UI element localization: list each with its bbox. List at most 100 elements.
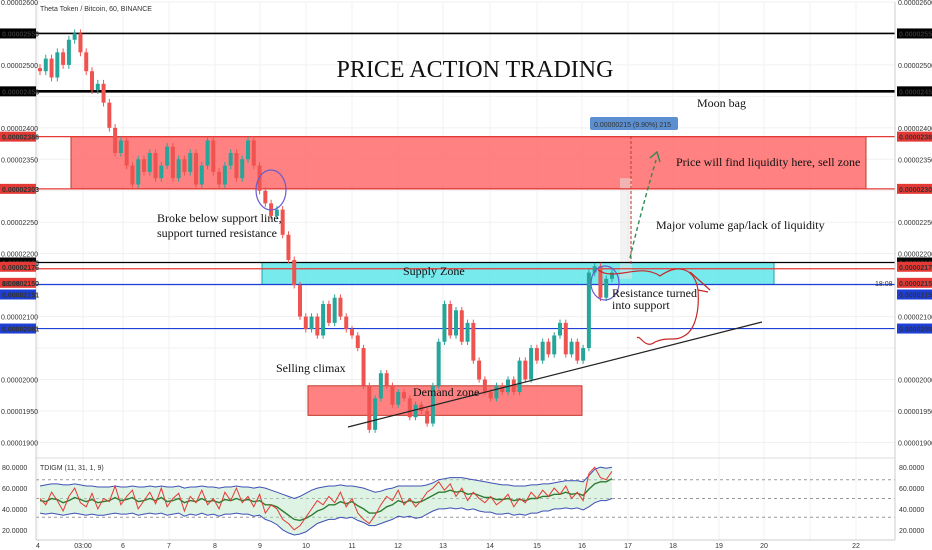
left-badge: 0.00002081 [2,327,39,334]
right-badge-bg [897,261,932,272]
candle-body [558,322,562,336]
candles [38,29,614,433]
y-tick-label-left: 0.00002000 [1,378,38,385]
candle-body [540,341,545,361]
candle-body [298,285,302,317]
left-badge-bg [0,183,36,194]
y-tick-label-left: 0.00002250 [1,220,38,227]
y-tick-label-right: 0.00001950 [898,409,932,416]
candle-body [136,159,141,185]
candle-body [274,209,279,216]
candle-body [194,153,198,185]
annotation: Broke below support line, [157,211,282,225]
left-badge: 0.00002386 [2,135,39,142]
right-badge: 0.00002303 [899,187,932,194]
right-badge-bg [897,277,932,288]
candle-body [442,304,447,342]
right-badge: 0.00002150 [899,281,932,288]
osc-right-tick: 40.0000 [899,507,924,514]
y-tick-label-left: 0.00001950 [1,409,38,416]
candle-body [315,316,320,336]
candle-body [55,52,60,78]
right-badge: 0.00002550 [899,31,932,38]
x-tick-label: 16 [578,543,586,550]
zone-demand [307,385,583,416]
osc-left-tick: 40.0000 [2,507,27,514]
candle-body [66,39,71,65]
candle-body [176,159,181,179]
right-badge-bg [897,131,932,142]
x-tick-label: 03:00 [74,543,92,550]
right-badge: 0.00002176 [899,265,932,272]
price-badges: 0.00002550 0.00002458 0.00002386 0.00002303… [0,28,932,334]
candle-body [407,398,412,418]
candle-body [222,165,227,185]
candle-body [309,316,314,330]
candle-body [344,316,349,330]
osc-left-tick: 60.0000 [2,486,27,493]
y-tick-label-left: 0.00001900 [1,440,38,447]
osc-rsi [39,466,613,531]
candle-body [384,373,389,386]
candle-body [390,385,395,405]
y-tick-label-right: 0.00002000 [898,378,932,385]
osc-right-tick: 20.0000 [899,528,924,535]
right-badge-bg [897,183,932,194]
measure-box [620,178,632,279]
candle-body [240,159,245,179]
x-tick-label: 7 [167,543,171,550]
candle-body [101,83,106,103]
candle-body [217,171,222,185]
right-badge-bg [897,86,932,97]
candle-body [228,153,233,166]
candle-body [454,310,458,336]
candle-body [604,278,609,298]
candle-body [355,335,360,349]
trendline [347,321,763,428]
osc-title: TDIGM (11, 31, 1, 9) [40,465,104,472]
candle-body [482,379,487,393]
candle-body [534,348,539,361]
x-tick-label: 10 [302,543,310,550]
annotations: Theta Token / Bitcoin, 60, BINANCE PRICE … [40,6,860,399]
candle-body [38,68,42,72]
horizontal-price-lines [36,32,895,330]
candle-body [598,266,603,298]
candle-body [367,385,372,430]
candle-body [459,310,464,342]
left-badge: 0.00002150 [2,281,39,288]
candle-body [84,52,89,72]
x-tick-label: 20 [760,543,768,550]
candle-body [165,146,170,166]
projection-arrow [629,159,657,259]
x-tick-label: 14 [486,543,494,550]
y-tick-label-right: 0.00002500 [898,63,932,70]
candle-body [413,404,418,418]
zone-supply [261,261,775,285]
left-badge: 0.00002303 [2,187,39,194]
candle-body [500,385,505,393]
osc-right-tick: 60.0000 [899,486,924,493]
candle-body [326,304,331,323]
left-badge: 0.00002458 [2,89,39,96]
y-tick-label-left: 0.00002350 [1,157,38,164]
measure-label: 0.00000215 (9.90%) 215 [594,122,671,129]
candle-body [170,146,175,179]
right-badge: 0.00002458 [899,89,932,96]
candle-body [338,297,343,317]
left-badge-bg [0,28,36,39]
candle-body [332,297,337,323]
annotation: into support [612,298,670,312]
x-tick-label: 15 [533,543,541,550]
candle-body [280,209,285,235]
candle-body [529,348,534,380]
candle-body [49,58,54,78]
y-tick-label-left: 0.00002100 [1,315,38,322]
candle-body [552,335,557,355]
candle-body [506,379,510,393]
candle-body [182,159,187,172]
left-badge: 0.00002151 [2,292,39,299]
